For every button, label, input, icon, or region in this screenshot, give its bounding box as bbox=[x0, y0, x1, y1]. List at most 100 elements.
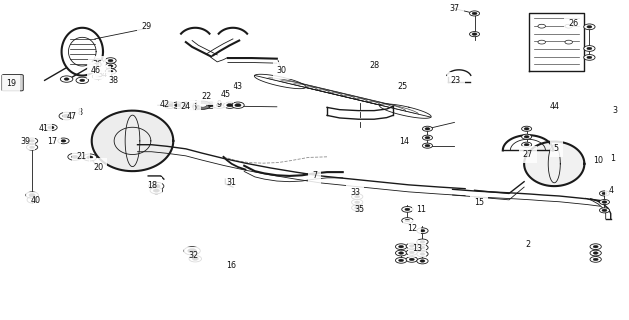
Circle shape bbox=[521, 126, 532, 131]
Circle shape bbox=[216, 104, 222, 107]
Circle shape bbox=[231, 102, 244, 108]
Text: 28: 28 bbox=[369, 60, 379, 69]
Circle shape bbox=[399, 259, 404, 262]
Circle shape bbox=[61, 140, 66, 142]
Circle shape bbox=[602, 192, 607, 195]
Text: 33: 33 bbox=[350, 188, 360, 197]
Circle shape bbox=[213, 102, 225, 108]
Circle shape bbox=[352, 199, 363, 205]
Circle shape bbox=[406, 243, 418, 249]
Circle shape bbox=[590, 257, 601, 262]
Text: 44: 44 bbox=[549, 102, 559, 111]
Text: 29: 29 bbox=[141, 22, 152, 31]
Circle shape bbox=[189, 103, 199, 108]
Circle shape bbox=[590, 250, 601, 256]
Circle shape bbox=[417, 239, 428, 245]
Circle shape bbox=[420, 253, 425, 255]
Circle shape bbox=[417, 258, 428, 264]
Circle shape bbox=[179, 102, 192, 108]
Text: 45: 45 bbox=[220, 90, 230, 99]
Circle shape bbox=[199, 103, 206, 107]
Circle shape bbox=[469, 32, 479, 37]
Text: 3: 3 bbox=[612, 106, 617, 115]
Circle shape bbox=[96, 60, 101, 63]
Circle shape bbox=[199, 104, 206, 107]
Circle shape bbox=[26, 138, 38, 144]
Text: 36: 36 bbox=[92, 60, 103, 69]
Text: 38: 38 bbox=[109, 76, 119, 85]
Circle shape bbox=[153, 189, 160, 192]
Text: 5: 5 bbox=[554, 144, 559, 153]
Circle shape bbox=[420, 260, 425, 262]
Circle shape bbox=[423, 143, 433, 148]
Polygon shape bbox=[524, 141, 584, 186]
Circle shape bbox=[189, 256, 201, 262]
Circle shape bbox=[196, 102, 209, 108]
Text: 6: 6 bbox=[191, 103, 196, 112]
Circle shape bbox=[599, 199, 610, 204]
Circle shape bbox=[92, 74, 104, 79]
Polygon shape bbox=[92, 111, 173, 171]
Circle shape bbox=[92, 59, 104, 65]
Circle shape bbox=[425, 127, 430, 130]
Circle shape bbox=[191, 104, 197, 107]
Circle shape bbox=[204, 102, 217, 108]
Circle shape bbox=[417, 245, 428, 251]
Circle shape bbox=[150, 188, 163, 194]
Circle shape bbox=[538, 40, 545, 44]
Text: 18: 18 bbox=[148, 181, 158, 190]
Text: 40: 40 bbox=[30, 196, 40, 205]
Circle shape bbox=[399, 245, 404, 248]
Circle shape bbox=[45, 124, 57, 131]
Circle shape bbox=[63, 114, 70, 118]
Circle shape bbox=[192, 257, 198, 260]
Circle shape bbox=[355, 196, 360, 198]
Text: 22: 22 bbox=[201, 92, 212, 101]
Circle shape bbox=[524, 143, 529, 146]
Text: 26: 26 bbox=[568, 19, 578, 28]
Text: 20: 20 bbox=[93, 163, 103, 172]
Circle shape bbox=[26, 192, 38, 198]
FancyBboxPatch shape bbox=[2, 75, 23, 91]
Text: 47: 47 bbox=[67, 113, 77, 122]
Text: 46: 46 bbox=[91, 66, 101, 75]
Circle shape bbox=[96, 70, 101, 73]
Circle shape bbox=[96, 75, 101, 78]
Circle shape bbox=[472, 12, 477, 15]
Circle shape bbox=[417, 251, 428, 257]
Circle shape bbox=[524, 127, 529, 130]
Circle shape bbox=[405, 219, 410, 222]
Circle shape bbox=[587, 47, 592, 50]
Circle shape bbox=[565, 24, 572, 28]
Circle shape bbox=[599, 208, 610, 213]
Circle shape bbox=[402, 206, 413, 212]
Text: 43: 43 bbox=[233, 82, 243, 91]
Circle shape bbox=[59, 112, 74, 120]
Circle shape bbox=[235, 104, 241, 107]
Circle shape bbox=[355, 201, 360, 204]
Text: 21: 21 bbox=[76, 152, 86, 161]
Text: 27: 27 bbox=[523, 150, 533, 159]
Circle shape bbox=[64, 78, 69, 80]
Circle shape bbox=[420, 229, 425, 232]
Circle shape bbox=[174, 104, 181, 107]
Circle shape bbox=[30, 140, 35, 142]
Circle shape bbox=[194, 101, 211, 109]
Text: 23: 23 bbox=[450, 76, 461, 85]
Circle shape bbox=[472, 33, 477, 36]
Circle shape bbox=[402, 218, 413, 223]
Circle shape bbox=[26, 144, 38, 150]
Circle shape bbox=[355, 206, 360, 209]
Circle shape bbox=[521, 142, 532, 147]
Text: 42: 42 bbox=[160, 100, 170, 109]
Text: 11: 11 bbox=[416, 205, 426, 214]
Text: 4: 4 bbox=[609, 186, 614, 195]
Circle shape bbox=[182, 104, 189, 107]
Circle shape bbox=[593, 252, 598, 254]
Circle shape bbox=[396, 250, 407, 256]
Text: 2: 2 bbox=[525, 240, 530, 249]
Circle shape bbox=[584, 24, 595, 30]
Text: 30: 30 bbox=[277, 66, 287, 75]
Text: 35: 35 bbox=[355, 205, 365, 214]
Circle shape bbox=[406, 250, 418, 255]
